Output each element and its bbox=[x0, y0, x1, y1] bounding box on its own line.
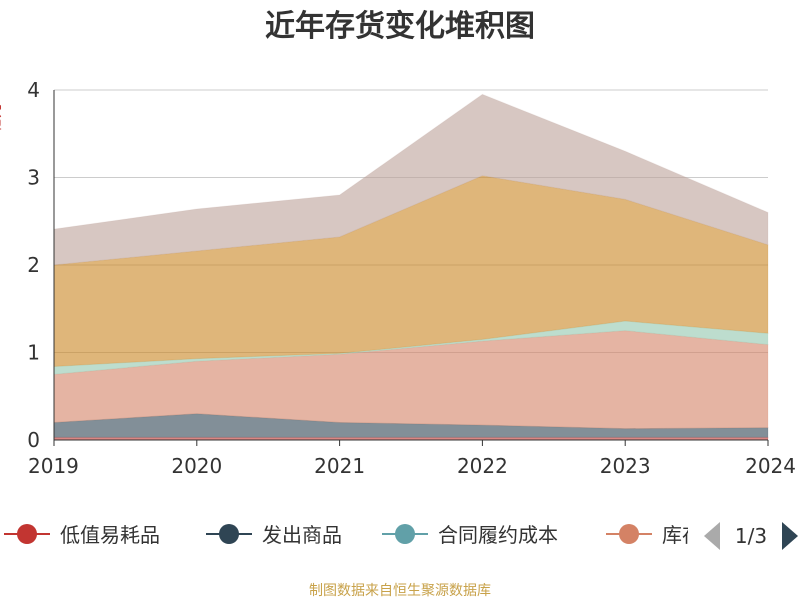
legend-item[interactable]: 发出商品 bbox=[206, 523, 342, 547]
legend-label: 合同履约成本 bbox=[438, 523, 558, 547]
y-tick-label: 4 bbox=[27, 78, 40, 102]
area-7 bbox=[53, 93, 769, 266]
legend-item[interactable]: 合同履约成本 bbox=[382, 523, 558, 547]
legend-page-indicator: 1/3 bbox=[735, 524, 767, 548]
legend-marker bbox=[395, 524, 415, 544]
y-axis-label: 亿元 bbox=[0, 104, 4, 132]
legend-prev-icon[interactable] bbox=[704, 522, 720, 550]
x-tick-label: 2024 bbox=[745, 454, 796, 478]
legend-item[interactable]: 低值易耗品 bbox=[4, 523, 160, 547]
legend-marker bbox=[219, 524, 239, 544]
legend: 低值易耗品 发出商品 合同履约成本 库存商品 bbox=[4, 523, 742, 547]
axes: 0 1 2 3 4 2019 2020 2021 2022 2023 2024 bbox=[27, 78, 796, 478]
y-tick-label: 3 bbox=[27, 166, 40, 190]
legend-marker bbox=[619, 524, 639, 544]
x-tick-label: 2022 bbox=[457, 454, 508, 478]
y-tick-label: 2 bbox=[27, 253, 40, 277]
legend-label: 发出商品 bbox=[262, 523, 342, 547]
chart-title: 近年存货变化堆积图 bbox=[265, 9, 535, 44]
legend-pager: 1/3 bbox=[704, 522, 798, 550]
area-series bbox=[53, 93, 769, 441]
x-tick-label: 2020 bbox=[171, 454, 222, 478]
x-tick-label: 2019 bbox=[28, 454, 79, 478]
legend-marker bbox=[17, 524, 37, 544]
x-tick-label: 2021 bbox=[314, 454, 365, 478]
y-tick-label: 1 bbox=[27, 341, 40, 365]
x-tick-label: 2023 bbox=[600, 454, 651, 478]
source-note: 制图数据来自恒生聚源数据库 bbox=[309, 583, 491, 599]
legend-next-icon[interactable] bbox=[782, 522, 798, 550]
legend-item[interactable]: 库存商品 bbox=[606, 523, 742, 547]
legend-label: 库存商品 bbox=[662, 523, 742, 547]
legend-label: 低值易耗品 bbox=[60, 523, 160, 547]
y-tick-label: 0 bbox=[27, 428, 40, 452]
